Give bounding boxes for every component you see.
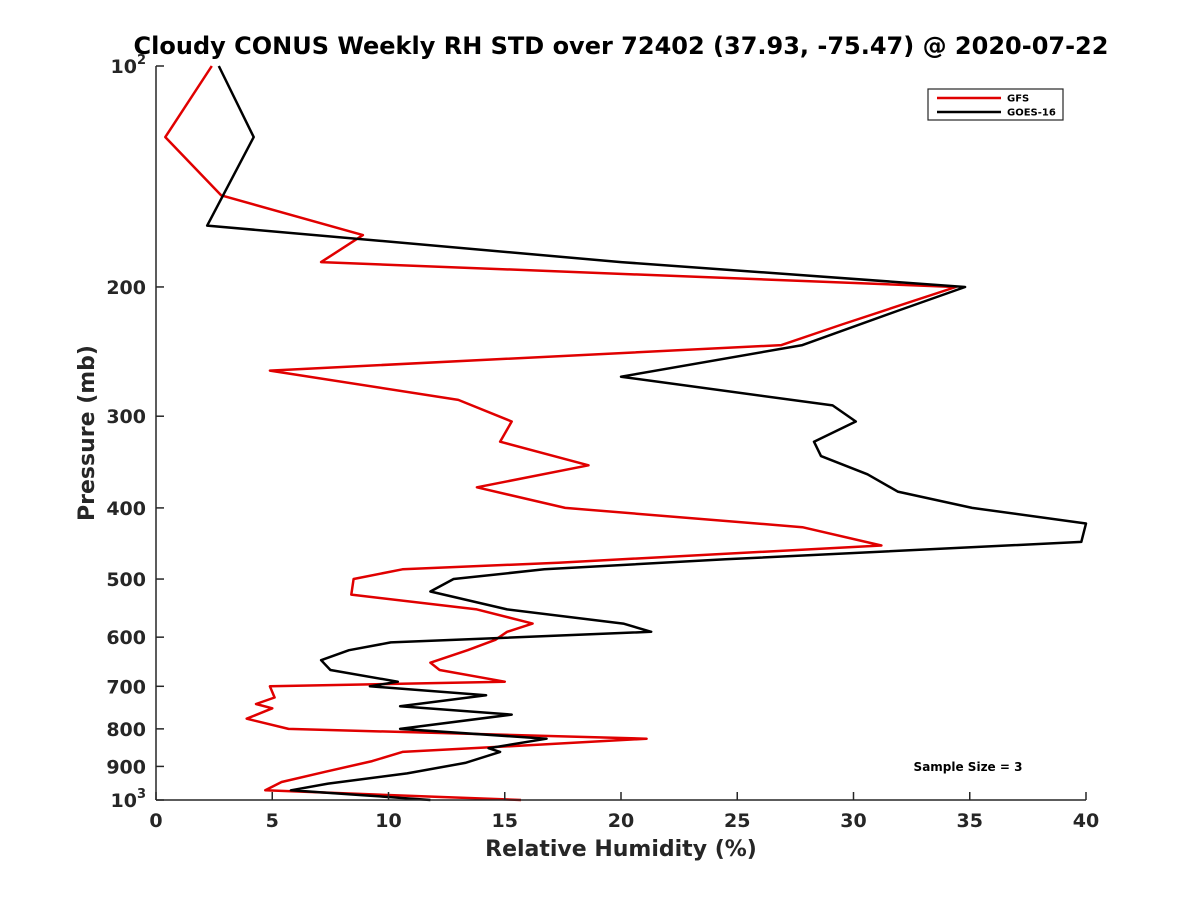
x-tick-label: 20 xyxy=(608,810,634,832)
axes xyxy=(155,66,1086,801)
x-tick-label: 35 xyxy=(957,810,983,832)
y-tick-label: 500 xyxy=(106,569,146,591)
y-tick-label: 102 xyxy=(111,53,147,78)
legend: GFS GOES-16 xyxy=(927,88,1064,121)
y-tick-label: 200 xyxy=(106,277,146,299)
y-tick-label: 600 xyxy=(106,627,146,649)
x-axis-label: Relative Humidity (%) xyxy=(485,837,757,862)
legend-label: GFS xyxy=(1007,94,1029,105)
y-axis-label: Pressure (mb) xyxy=(75,345,100,521)
y-tick-label: 400 xyxy=(106,498,146,520)
x-tick-label: 40 xyxy=(1073,810,1099,832)
series-layer xyxy=(164,65,1088,802)
y-tick-label: 700 xyxy=(106,676,146,698)
y-ticks: 102 200 300 400 500 600 700 800 900 103 xyxy=(106,53,164,812)
x-tick-label: 5 xyxy=(266,810,279,832)
y-tick-label: 900 xyxy=(106,756,146,778)
x-tick-label: 0 xyxy=(149,810,162,832)
series-line-goes-16 xyxy=(205,65,1088,802)
y-tick-label: 800 xyxy=(106,719,146,741)
legend-box xyxy=(927,88,1064,121)
y-tick-label: 300 xyxy=(106,406,146,428)
chart-title: Cloudy CONUS Weekly RH STD over 72402 (3… xyxy=(134,32,1109,60)
y-tick-label: 103 xyxy=(111,787,147,812)
x-tick-label: 25 xyxy=(724,810,750,832)
x-tick-label: 30 xyxy=(840,810,866,832)
series-line-gfs xyxy=(164,65,958,802)
legend-label: GOES-16 xyxy=(1007,108,1056,119)
x-tick-label: 15 xyxy=(492,810,518,832)
x-tick-label: 10 xyxy=(375,810,401,832)
sample-size-annotation: Sample Size = 3 xyxy=(914,760,1023,774)
x-ticks: 0 5 10 15 20 25 30 35 40 xyxy=(149,792,1099,832)
